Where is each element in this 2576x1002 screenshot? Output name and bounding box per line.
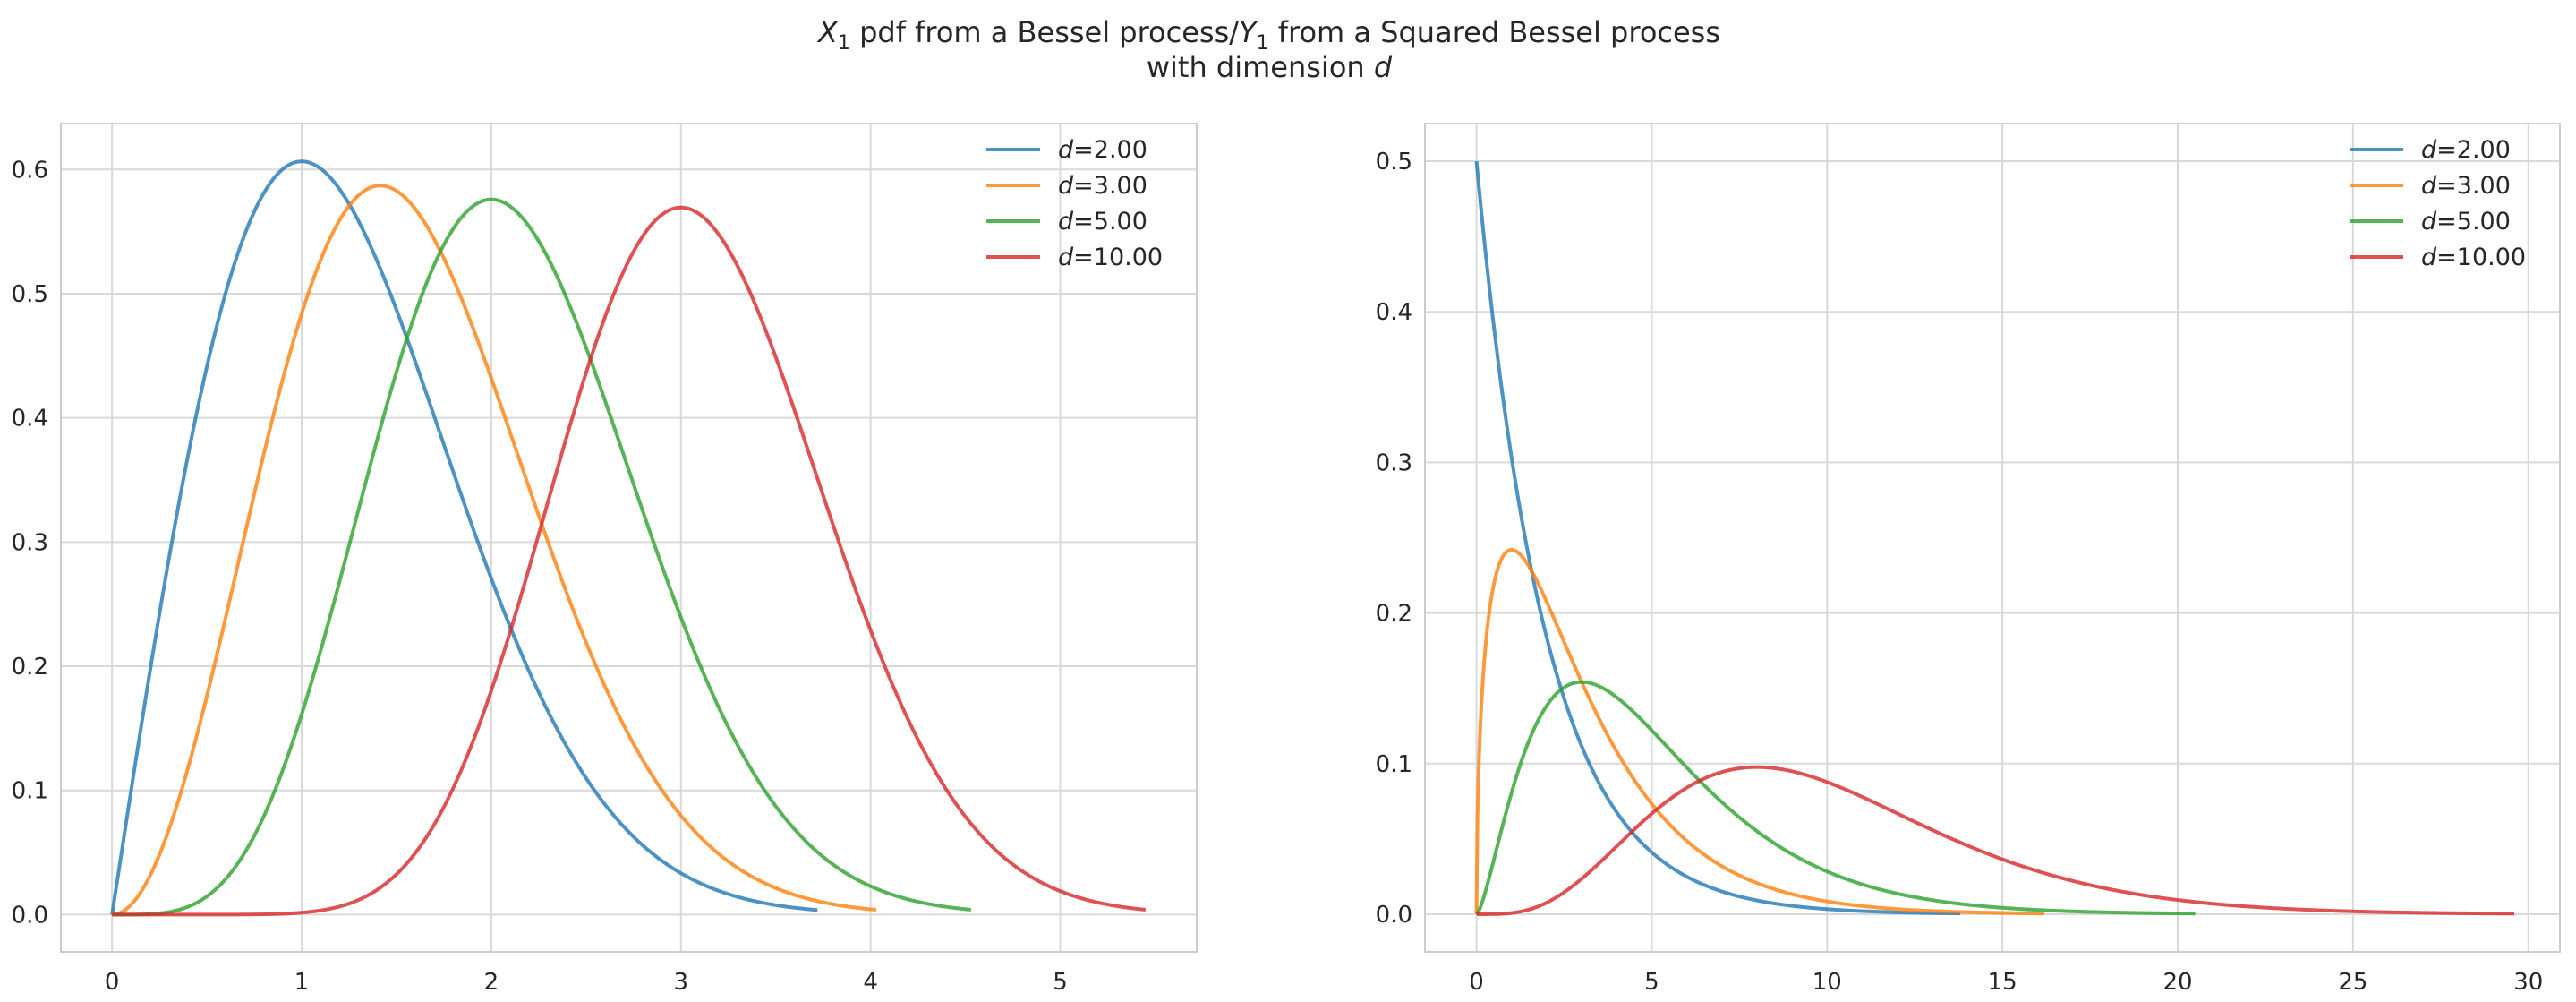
left-plot-frame <box>60 123 1198 953</box>
left-series-line-d2 <box>110 159 818 915</box>
left-series-line-d5 <box>111 197 972 917</box>
left-x-tick-label: 5 <box>1053 969 1068 996</box>
right-x-tick-label: 20 <box>2162 969 2192 996</box>
right-x-tick-label: 10 <box>1813 969 1842 996</box>
left-y-tick-label: 0.4 <box>12 406 48 432</box>
right-legend: d=2.00 d=3.00 d=5.00 d=10.00 <box>2350 136 2526 271</box>
left-y-tick-label: 0.5 <box>12 281 48 308</box>
right-y-tick-label: 0.4 <box>1376 299 1412 326</box>
left-x-tick-label: 1 <box>294 969 310 996</box>
legend-label: d=2.00 <box>1058 136 1147 164</box>
right-x-tick-label: 0 <box>1469 969 1484 996</box>
right-chart-panel: 0 5 10 15 20 25 30 0.0 0.1 0.2 0.3 0.4 0.5 d=2.00 d=3.… <box>1376 123 2561 996</box>
left-y-tick-label: 0.2 <box>12 654 48 681</box>
right-series-line-d3 <box>1474 548 2046 916</box>
right-series-line-d5 <box>1475 680 2196 916</box>
figure-title-line2: with dimension d <box>1147 50 1393 84</box>
left-y-tick-label: 0.0 <box>12 902 48 929</box>
right-y-tick-label: 0.1 <box>1376 751 1412 778</box>
right-x-tick-label: 30 <box>2513 969 2543 996</box>
title-x1-var: X <box>816 15 839 49</box>
title-x1-sub: 1 <box>838 32 850 55</box>
legend-label: d=3.00 <box>2421 172 2511 200</box>
title-line2-var: d <box>1374 50 1393 84</box>
left-x-tick-label: 0 <box>105 969 120 996</box>
legend-label: d=10.00 <box>1058 244 1163 271</box>
legend-label: d=3.00 <box>1058 172 1147 200</box>
legend-label: d=10.00 <box>2421 244 2526 271</box>
title-mid: pdf from a Bessel process/ <box>850 15 1239 49</box>
legend-label: d=5.00 <box>2421 208 2511 236</box>
right-y-tick-label: 0.5 <box>1376 149 1412 176</box>
figure-title-line1: X1 pdf from a Bessel process/Y1 from a S… <box>816 15 1720 55</box>
right-series-line-d2 <box>1474 160 1962 916</box>
right-x-tick-label: 15 <box>1988 969 2017 996</box>
left-series-line-d10 <box>112 205 1146 917</box>
right-series-line-d10 <box>1476 765 2515 916</box>
legend-label: d=2.00 <box>2421 136 2511 164</box>
left-legend: d=2.00 d=3.00 d=5.00 d=10.00 <box>986 136 1163 271</box>
right-x-tick-label: 5 <box>1644 969 1659 996</box>
right-y-tick-label: 0.3 <box>1376 450 1412 476</box>
left-x-tick-label: 3 <box>673 969 688 996</box>
right-y-tick-label: 0.0 <box>1376 902 1412 929</box>
left-x-tick-label: 2 <box>484 969 499 996</box>
left-y-tick-label: 0.3 <box>12 529 48 556</box>
left-chart-panel: 0 1 2 3 4 50.00.10.20.30.40.50.6d=2.00d=3.00d… <box>12 123 1198 996</box>
right-y-tick-label: 0.2 <box>1376 601 1412 628</box>
title-y1-sub: 1 <box>1257 32 1269 55</box>
left-x-tick-label: 4 <box>863 969 878 996</box>
legend-label: d=5.00 <box>1058 208 1147 236</box>
right-plot-frame <box>1424 123 2561 953</box>
title-end: from a Squared Bessel process <box>1269 15 1720 49</box>
left-y-tick-label: 0.6 <box>12 157 48 184</box>
right-x-tick-label: 25 <box>2338 969 2367 996</box>
left-series-line-d3 <box>111 184 877 917</box>
left-y-tick-label: 0.1 <box>12 778 48 805</box>
title-y1-var: Y <box>1239 15 1258 49</box>
title-line2-prefix: with dimension <box>1147 50 1374 84</box>
